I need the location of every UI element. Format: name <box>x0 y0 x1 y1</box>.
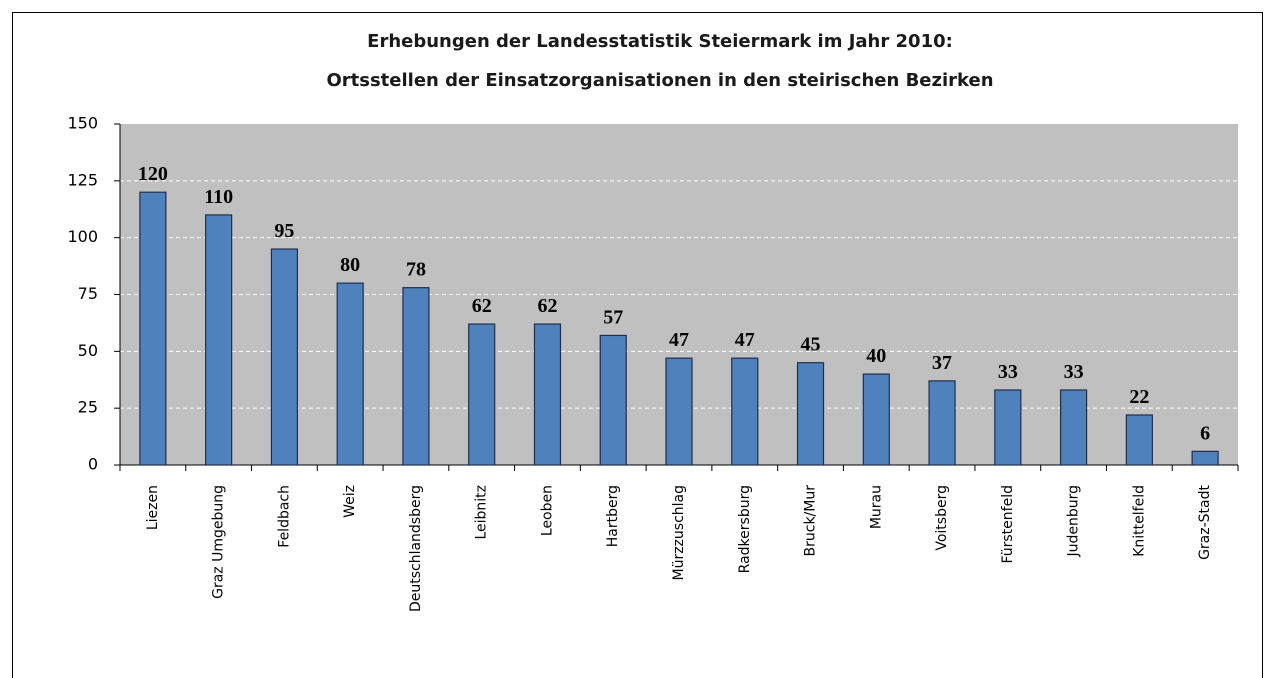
bar <box>533 323 562 466</box>
x-tick-label: Leibnitz <box>474 485 490 540</box>
x-tick-label: Knittelfeld <box>1131 485 1147 557</box>
x-tick-label: Mürzzuschlag <box>671 485 687 581</box>
y-tick-label: 125 <box>67 170 98 189</box>
data-label: 22 <box>1129 386 1149 408</box>
x-tick-label: Murau <box>868 485 884 529</box>
x-tick-label: Weiz <box>342 485 358 518</box>
x-tick-label: Deutschlandsberg <box>408 485 424 612</box>
y-tick-label: 75 <box>78 284 98 303</box>
data-label: 57 <box>603 306 623 328</box>
bar <box>1125 414 1153 466</box>
y-tick-label: 50 <box>78 341 98 360</box>
bar <box>665 357 693 466</box>
data-label: 6 <box>1200 422 1210 444</box>
x-tick-label: Bruck/Mur <box>803 485 819 557</box>
bar <box>862 373 890 466</box>
x-tick-label: Judenburg <box>1066 485 1082 558</box>
x-tick-label: Liezen <box>145 485 161 530</box>
bar <box>139 191 167 466</box>
data-label: 80 <box>340 254 360 276</box>
x-tick-label: Feldbach <box>276 485 292 548</box>
data-label: 95 <box>274 220 294 242</box>
bar <box>336 282 364 466</box>
bar <box>402 287 430 466</box>
data-label: 33 <box>1064 361 1084 383</box>
x-tick-label: Voitsberg <box>934 485 950 551</box>
chart-title: Erhebungen der Landesstatistik Steiermar… <box>367 31 953 52</box>
y-tick-label: 150 <box>67 114 98 133</box>
data-label: 47 <box>735 329 755 351</box>
y-tick-label: 100 <box>67 227 98 246</box>
chart-title: Ortsstellen der Einsatzorganisationen in… <box>326 70 993 91</box>
x-tick-label: Graz Umgebung <box>211 485 227 599</box>
data-label: 110 <box>204 186 233 208</box>
data-label: 62 <box>472 295 492 317</box>
bar <box>1191 450 1219 466</box>
bar <box>468 323 496 466</box>
bar <box>599 334 627 466</box>
y-tick-label: 25 <box>78 398 98 417</box>
data-label: 78 <box>406 259 426 281</box>
data-label: 40 <box>866 345 886 367</box>
data-label: 45 <box>801 334 821 356</box>
data-label: 47 <box>669 329 689 351</box>
x-tick-label: Leoben <box>539 485 555 536</box>
data-label: 120 <box>138 163 168 185</box>
bar <box>796 362 825 466</box>
bar <box>928 380 956 466</box>
x-tick-label: Fürstenfeld <box>1000 485 1016 564</box>
bar <box>731 357 759 466</box>
data-label: 37 <box>932 352 952 374</box>
bar <box>270 248 299 466</box>
data-label: 62 <box>537 295 557 317</box>
bar <box>1059 389 1088 466</box>
bar <box>205 214 233 466</box>
y-tick-label: 0 <box>88 455 98 474</box>
bar <box>994 389 1022 466</box>
x-tick-label: Graz-Stadt <box>1197 484 1213 559</box>
x-tick-label: Hartberg <box>605 485 621 547</box>
x-tick-label: Radkersburg <box>737 485 753 573</box>
data-label: 33 <box>998 361 1018 383</box>
